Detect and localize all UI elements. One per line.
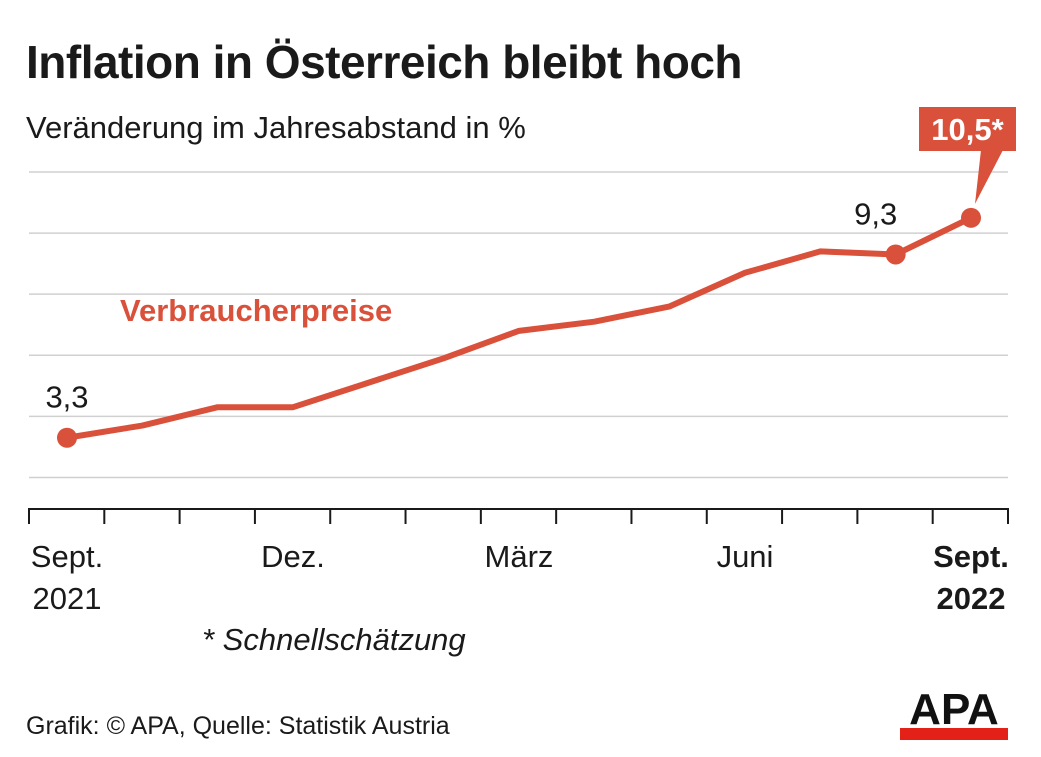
x-axis: Sept. 2021 Dez. März Juni Sept. 2022 [28, 508, 1009, 616]
label-layer: 3,3 9,3 Verbraucherpreise 10,5* [45, 107, 1016, 415]
series-line [64, 214, 974, 441]
grid-layer [29, 171, 1008, 479]
x-tick-label: Juni [717, 539, 774, 574]
source-credit: Grafik: © APA, Quelle: Statistik Austria [26, 712, 450, 740]
chart-title: Inflation in Österreich bleibt hoch [26, 36, 743, 88]
apa-logo-text: APA [909, 688, 999, 734]
x-tick-label: März [485, 539, 554, 574]
data-point [57, 427, 77, 448]
series-layer [57, 207, 981, 448]
x-tick-label: Dez. [261, 539, 325, 574]
footnote: * Schnellschätzung [202, 622, 466, 657]
data-point [885, 244, 906, 265]
callout-box [919, 107, 1016, 151]
data-point [961, 207, 981, 228]
callout-label: 10,5* [931, 112, 1004, 147]
apa-logo: APA [900, 688, 1008, 740]
x-tick-label-year: 2021 [33, 581, 102, 616]
x-tick-label-year: 2022 [937, 581, 1006, 616]
chart-subtitle: Veränderung im Jahresabstand in % [26, 110, 526, 145]
x-tick-label: Sept. [31, 539, 103, 574]
x-tick-label: Sept. [933, 539, 1009, 574]
data-label: 3,3 [45, 380, 88, 415]
apa-logo-bar [900, 728, 1008, 740]
series-name-label: Verbraucherpreise [120, 293, 392, 328]
data-label: 9,3 [854, 196, 897, 231]
callout-pointer [975, 150, 1003, 204]
